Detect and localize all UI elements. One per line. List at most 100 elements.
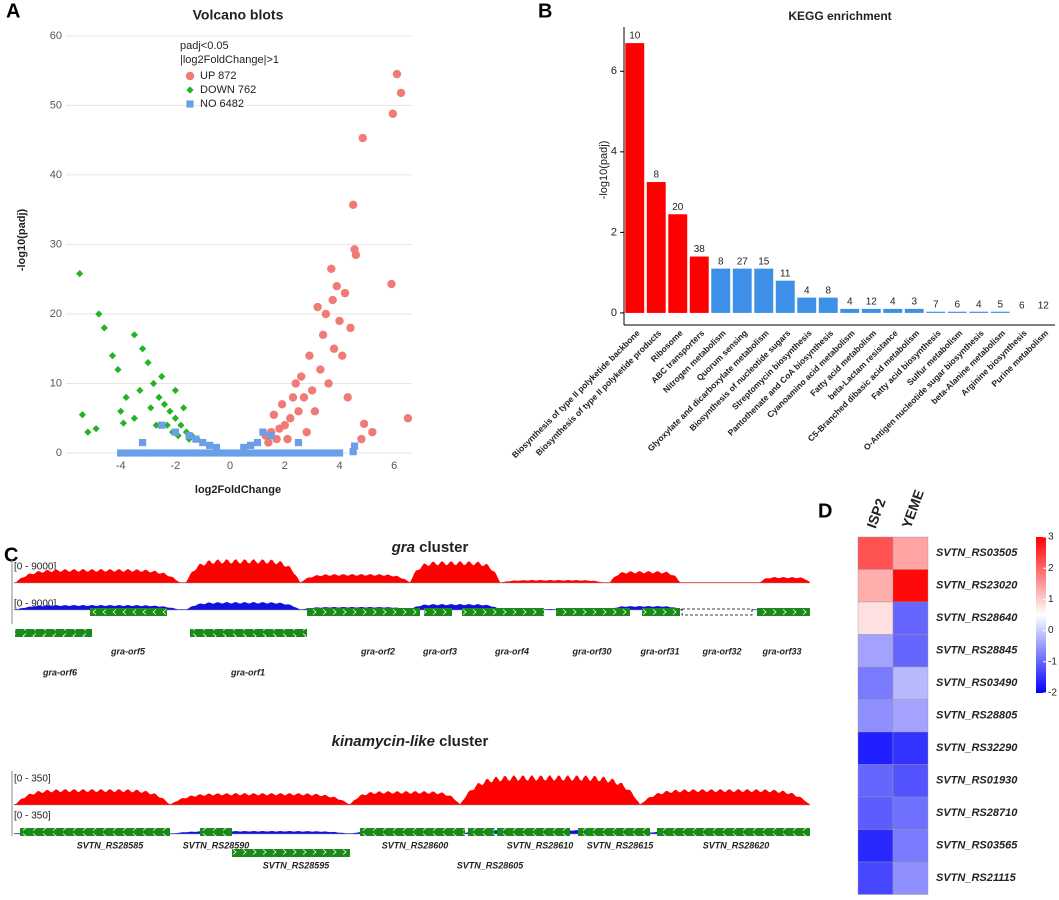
panel-letter: C [4,544,18,566]
point [318,330,328,340]
bar [689,256,709,313]
row-label: SVTN_RS03505 [936,547,1018,559]
bar-count: 12 [866,297,878,308]
point [158,421,166,429]
panel-letter: B [538,0,552,22]
point [346,323,355,333]
column-label: YEME [898,488,927,531]
point [294,438,303,447]
gene-arrows [462,608,544,616]
legend-marker [186,86,194,94]
point [274,449,282,457]
point [315,449,323,457]
point [144,359,152,367]
gene-label: SVTN_RS28610 [507,840,574,850]
row-label: SVTN_RS21115 [936,872,1017,884]
bar-count: 8 [718,256,724,267]
gene-arrows [642,608,680,616]
row-label: SVTN_RS32290 [936,742,1018,754]
colorbar-label: -1 [1048,656,1057,667]
point [308,449,316,457]
heat-cell [892,536,929,570]
gene-label: gra-orf4 [494,646,529,656]
point [226,449,234,457]
row-label: SVTN_RS28805 [936,710,1018,722]
point [233,449,241,457]
point [348,200,358,210]
point [123,449,132,457]
point [260,449,268,457]
point [158,372,166,381]
point [147,404,155,412]
point [185,432,193,440]
cluster-title: gra cluster [391,539,469,556]
row-label: SVTN_RS03565 [936,840,1018,852]
heat-cell [857,796,894,830]
coverage [14,559,810,583]
point [130,449,138,457]
point [357,434,366,444]
point [247,441,255,449]
y-tick-label: 20 [50,308,62,320]
point [152,421,160,429]
gene-arrows [232,849,350,857]
cluster-title: kinamycin-like cluster [332,733,489,750]
point [76,270,84,278]
point [178,449,186,457]
bar [797,297,817,313]
point [171,386,180,395]
gene-arrows [190,629,307,637]
point [277,400,287,409]
point [192,435,200,443]
point [84,428,92,436]
heat-cell [892,634,929,668]
point [100,324,108,332]
bar [625,43,645,313]
point [288,449,296,457]
heat-cell [857,601,894,635]
bar [947,311,967,313]
point [299,393,309,402]
bar [969,311,989,313]
track-range: [0 - 9000] [14,562,56,573]
y-tick-label: 2 [611,226,617,238]
heat-cell [892,764,929,798]
gene-arrows [15,629,92,637]
bar-count: 5 [997,299,1003,310]
point [199,438,207,447]
y-tick-label: 50 [50,99,62,111]
bar-count: 38 [694,244,706,255]
point [160,400,169,408]
panel-letter: D [818,500,832,522]
legend-marker [186,100,194,108]
point [307,386,317,395]
chart-title: KEGG enrichment [788,9,891,23]
point [332,281,341,291]
bar [926,311,946,313]
legend-label: DOWN 762 [200,84,256,96]
colorbar-label: 1 [1048,594,1054,605]
point [166,407,174,415]
point [138,345,147,353]
coverage [14,602,810,610]
gene-arrows [657,828,810,836]
bar-count: 20 [672,202,684,213]
gene-arrows [757,608,810,616]
gene-label: gra-orf6 [42,667,78,677]
cluster-title-rest: cluster [439,733,488,750]
point [92,425,100,433]
bar-count: 11 [780,268,791,279]
point [324,379,333,388]
point [350,442,359,450]
point [297,372,306,381]
point [305,351,314,360]
heat-cell [857,861,894,895]
x-tick-label: 2 [282,460,288,472]
point [130,331,138,339]
x-tick-label: -2 [171,460,181,472]
x-tick-label: -4 [116,460,126,472]
gene-label: SVTN_RS28585 [77,840,145,850]
heat-cell [857,764,894,798]
y-tick-label: 6 [611,65,617,77]
